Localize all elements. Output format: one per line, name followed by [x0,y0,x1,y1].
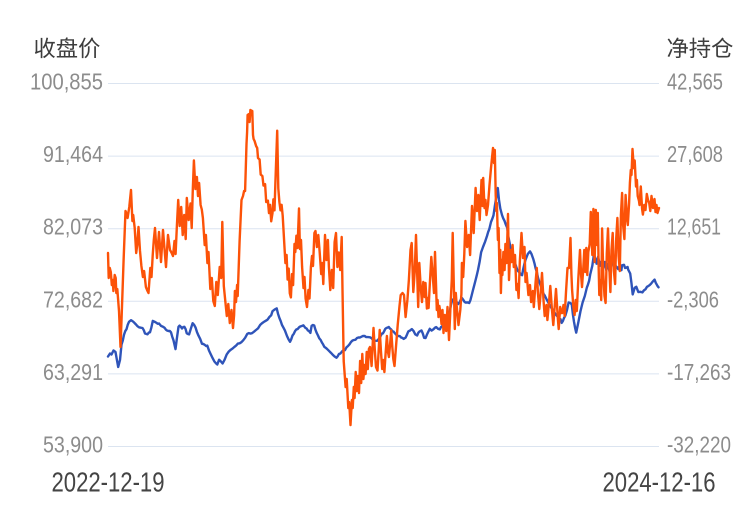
svg-text:91,464: 91,464 [43,141,103,167]
svg-text:-17,263: -17,263 [667,359,731,385]
svg-text:27,608: 27,608 [667,141,723,167]
svg-text:-32,220: -32,220 [667,432,731,458]
svg-text:82,073: 82,073 [43,214,103,240]
svg-text:72,682: 72,682 [43,286,103,312]
svg-text:2024-12-16: 2024-12-16 [603,467,716,498]
svg-text:100,855: 100,855 [30,69,103,95]
svg-text:-2,306: -2,306 [667,286,719,312]
svg-text:53,900: 53,900 [43,432,103,458]
svg-text:2022-12-19: 2022-12-19 [52,467,165,498]
svg-text:12,651: 12,651 [667,214,721,240]
svg-text:42,565: 42,565 [667,69,723,95]
svg-text:63,291: 63,291 [43,359,103,385]
